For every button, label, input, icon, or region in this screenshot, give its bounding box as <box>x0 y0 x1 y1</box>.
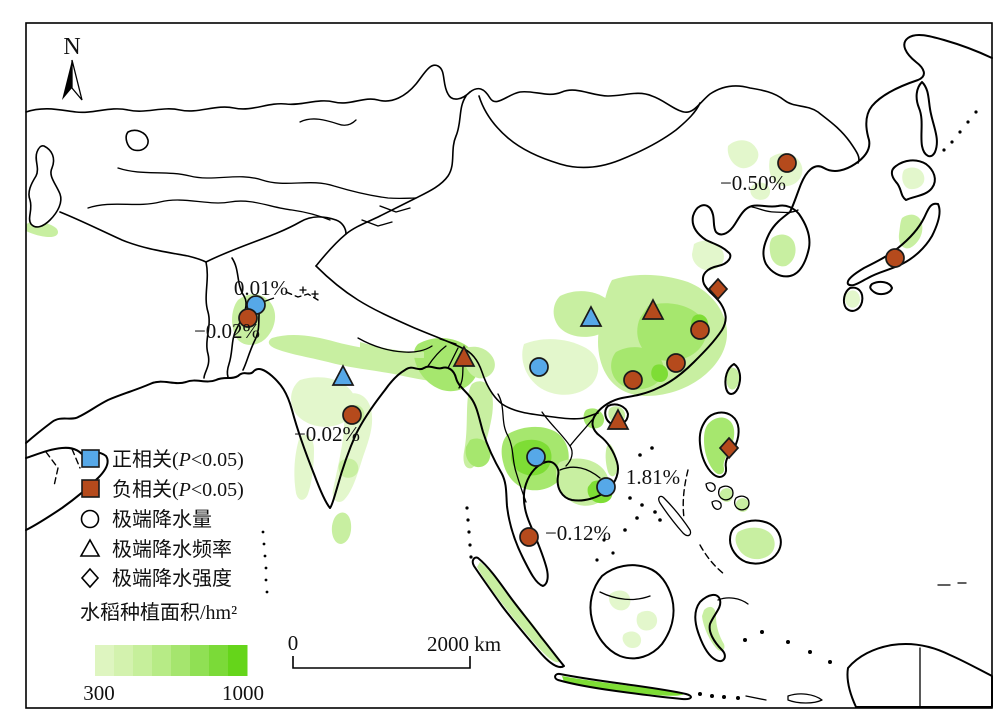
legend-item-negative: 负相关(P<0.05) <box>112 478 244 501</box>
scale-bar-line <box>292 656 471 669</box>
small-island-dots <box>261 110 978 700</box>
marker-extreme-precip-amount-negative <box>342 405 362 425</box>
legend-item-amount: 极端降水量 <box>112 508 212 531</box>
north-label: N <box>63 34 80 60</box>
marker-extreme-precip-amount-negative <box>885 248 905 268</box>
north-arrow-left-blade <box>62 60 72 100</box>
color-ramp-title: 水稻种植面积/hm² <box>80 601 237 624</box>
color-ramp <box>95 645 248 676</box>
marker-extreme-precip-amount-positive <box>529 357 549 377</box>
color-ramp-step <box>133 645 153 676</box>
marker-extreme-precip-amount-negative <box>623 370 643 390</box>
legend-positive-square-icon <box>81 449 100 468</box>
color-ramp-max: 1000 <box>222 681 264 705</box>
marker-extreme-precip-frequency-positive <box>579 305 603 327</box>
legend-triangle-icon <box>79 538 101 557</box>
marker-layer <box>238 153 905 547</box>
legend-diamond-icon <box>80 567 100 589</box>
marker-extreme-precip-intensity-negative <box>707 277 729 301</box>
color-ramp-step <box>95 645 115 676</box>
marker-extreme-precip-amount-negative <box>690 320 710 340</box>
marker-extreme-precip-frequency-negative <box>641 298 665 320</box>
color-ramp-step <box>152 645 172 676</box>
marker-extreme-precip-amount-negative <box>666 353 686 373</box>
north-arrow-right-blade <box>71 59 83 101</box>
map-frame <box>25 22 993 709</box>
marker-extreme-precip-frequency-negative <box>606 408 630 430</box>
scale-bar-start: 0 <box>288 631 299 655</box>
marker-extreme-precip-frequency-negative <box>452 345 476 367</box>
country-borders <box>25 33 993 708</box>
marker-extreme-precip-amount-negative <box>519 527 539 547</box>
color-ramp-step <box>171 645 191 676</box>
marker-extreme-precip-amount-negative <box>777 153 797 173</box>
marker-extreme-precip-amount-negative <box>238 308 258 328</box>
color-ramp-step <box>209 645 229 676</box>
value-label: −0.50% <box>720 171 786 195</box>
color-ramp-step <box>228 645 248 676</box>
north-arrow: N <box>62 34 83 101</box>
value-label: 1.81% <box>626 465 680 489</box>
marker-extreme-precip-intensity-negative <box>718 436 740 460</box>
scale-bar: 0 2000 km <box>288 631 501 669</box>
legend: 正相关(P<0.05) 负相关(P<0.05) 极端降水量 极端降水频率 极端降… <box>79 448 264 705</box>
color-ramp-step <box>114 645 134 676</box>
marker-extreme-precip-amount-positive <box>596 477 616 497</box>
scale-bar-end: 2000 km <box>427 632 501 656</box>
value-label: 0.01% <box>234 276 288 300</box>
color-ramp-min: 300 <box>83 681 115 705</box>
marker-extreme-precip-frequency-positive <box>331 364 355 386</box>
color-ramp-step <box>190 645 210 676</box>
legend-item-intensity: 极端降水强度 <box>112 567 232 590</box>
value-label: −0.02% <box>194 319 260 343</box>
annotation-layer: 0.01% −0.02% −0.02% −0.50% 1.81% −0.12% <box>194 171 786 545</box>
value-label: −0.12% <box>545 521 611 545</box>
legend-negative-square-icon <box>81 479 100 498</box>
rice-area-layer <box>26 140 925 696</box>
legend-circle-icon <box>80 509 100 529</box>
value-label: −0.02% <box>294 422 360 446</box>
legend-item-positive: 正相关(P<0.05) <box>112 448 244 471</box>
marker-extreme-precip-amount-positive <box>526 447 546 467</box>
legend-item-frequency: 极端降水频率 <box>112 538 232 561</box>
